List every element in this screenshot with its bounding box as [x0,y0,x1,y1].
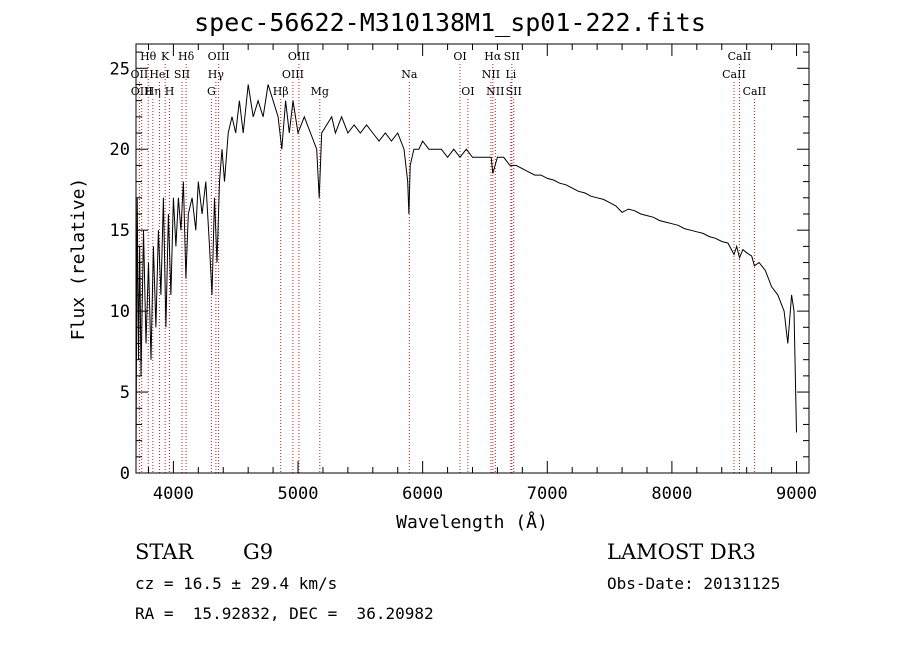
marker-label: OII [131,68,149,81]
marker-label: OIII [282,68,304,81]
marker-label: K [161,50,170,63]
marker-label: Na [401,68,418,81]
marker-label: Hβ [273,85,289,98]
x-tick-label: 8000 [651,484,692,504]
marker-label: CaII [728,50,752,63]
y-tick-label: 20 [110,140,130,160]
y-tick-label: 0 [120,464,130,484]
y-axis-label: Flux (relative) [68,178,89,341]
y-tick-label: 15 [110,221,130,241]
marker-label: SII [506,85,522,98]
marker-label: Hα [484,50,502,63]
x-tick-label: 4000 [153,484,194,504]
marker-label: Hγ [208,68,225,81]
subclass-label: G9 [243,540,274,564]
marker-label: OI [461,85,474,98]
coordinates-line: RA = 15.92832, DEC = 36.20982 [135,604,434,623]
marker-label: Mg [311,85,329,98]
marker-label: G [207,85,216,98]
marker-label: SII [504,50,520,63]
marker-label: OIII [208,50,230,63]
survey-label: LAMOST DR3 [607,540,756,564]
marker-label: NII [486,85,504,98]
y-tick-label: 5 [120,383,130,403]
marker-label: OI [453,50,466,63]
y-tick-label: 10 [110,302,130,322]
marker-label: NII [482,68,500,81]
x-tick-label: 7000 [527,484,568,504]
marker-label: H [165,85,175,98]
marker-label: Hδ [178,50,195,63]
y-tick-label: 25 [110,59,130,79]
x-tick-label: 9000 [776,484,817,504]
marker-label: Hθ [140,50,157,63]
marker-label: OIII [288,50,310,63]
marker-label: Li [505,68,516,81]
plot-frame [135,43,810,474]
redshift-line: cz = 16.5 ± 29.4 km/s [135,574,338,593]
x-axis-label: Wavelength (Å) [396,511,548,533]
spectrum-line [135,84,797,465]
chart-title: spec-56622-M310138M1_sp01-222.fits [194,8,706,37]
marker-label: SII [174,68,190,81]
obs-date-line: Obs-Date: 20131125 [607,574,781,593]
marker-label: CaII [743,85,767,98]
class-label: STAR [135,540,194,564]
x-tick-label: 6000 [402,484,443,504]
marker-label: CaII [722,68,746,81]
marker-label: HeI [149,68,169,81]
x-tick-label: 5000 [278,484,319,504]
marker-label: Hη [145,85,161,98]
